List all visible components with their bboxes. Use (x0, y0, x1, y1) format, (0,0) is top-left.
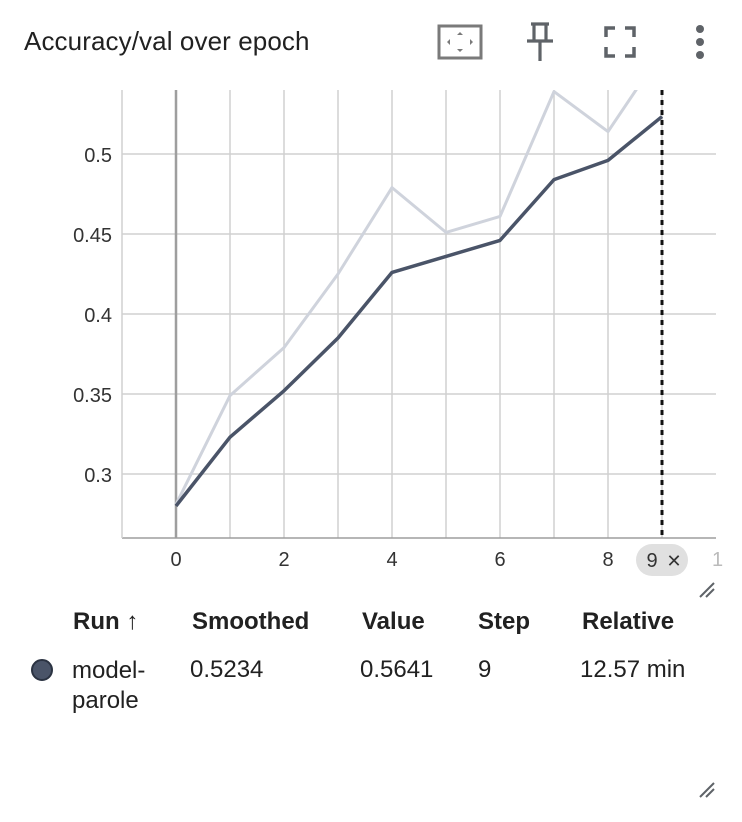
more-vert-icon (696, 25, 704, 59)
y-tick-label: 0.5 (84, 145, 112, 167)
y-tick-label: 0.3 (84, 465, 112, 487)
fullscreen-icon (604, 26, 636, 58)
fit-domain-icon (437, 24, 483, 60)
run-name: model- parole (72, 656, 172, 716)
x-tick-label: 8 (602, 549, 613, 571)
fit-domain-button[interactable] (436, 18, 484, 66)
cell-smoothed: 0.5234 (190, 656, 264, 683)
x-tick-label: 4 (386, 549, 397, 571)
chart-resize-handle[interactable] (697, 580, 717, 600)
header-relative[interactable]: Relative (582, 608, 675, 635)
line-chart[interactable]: 0.3 0.35 0.4 0.45 0.5 0 2 4 6 8 1 9 ✕ (0, 80, 742, 590)
run-color-swatch (31, 659, 53, 681)
y-tick-label: 0.35 (73, 385, 112, 407)
pin-button[interactable] (516, 18, 564, 66)
hover-close-icon[interactable]: ✕ (666, 551, 681, 572)
resize-icon (699, 782, 715, 798)
y-tick-label: 0.4 (84, 305, 112, 327)
header-value[interactable]: Value (362, 608, 425, 635)
table-resize-handle[interactable] (697, 780, 717, 800)
card-title: Accuracy/val over epoch (24, 26, 310, 56)
cell-relative: 12.57 min (580, 656, 686, 683)
header-run[interactable]: Run ↑ (73, 608, 139, 635)
smoothed-series-line (174, 115, 664, 508)
cell-step: 9 (478, 656, 492, 683)
cell-value: 0.5641 (360, 656, 434, 683)
x-tick-label: 2 (278, 549, 289, 571)
header-smoothed[interactable]: Smoothed (192, 608, 310, 635)
raw-series-line (174, 90, 638, 506)
hover-step-label: 9 (646, 550, 657, 572)
x-tick-label: 6 (494, 549, 505, 571)
x-tick-label: 0 (170, 549, 181, 571)
x-tick-label-clipped: 1 (712, 549, 723, 571)
pin-icon (527, 22, 553, 61)
hover-step-chip (636, 544, 688, 576)
header-step[interactable]: Step (478, 608, 531, 635)
y-tick-label: 0.45 (73, 225, 112, 247)
fullscreen-button[interactable] (596, 18, 644, 66)
resize-icon (699, 582, 715, 598)
run-name-line1: model- (72, 657, 146, 684)
more-options-button[interactable] (676, 18, 724, 66)
run-name-line2: parole (72, 687, 139, 714)
